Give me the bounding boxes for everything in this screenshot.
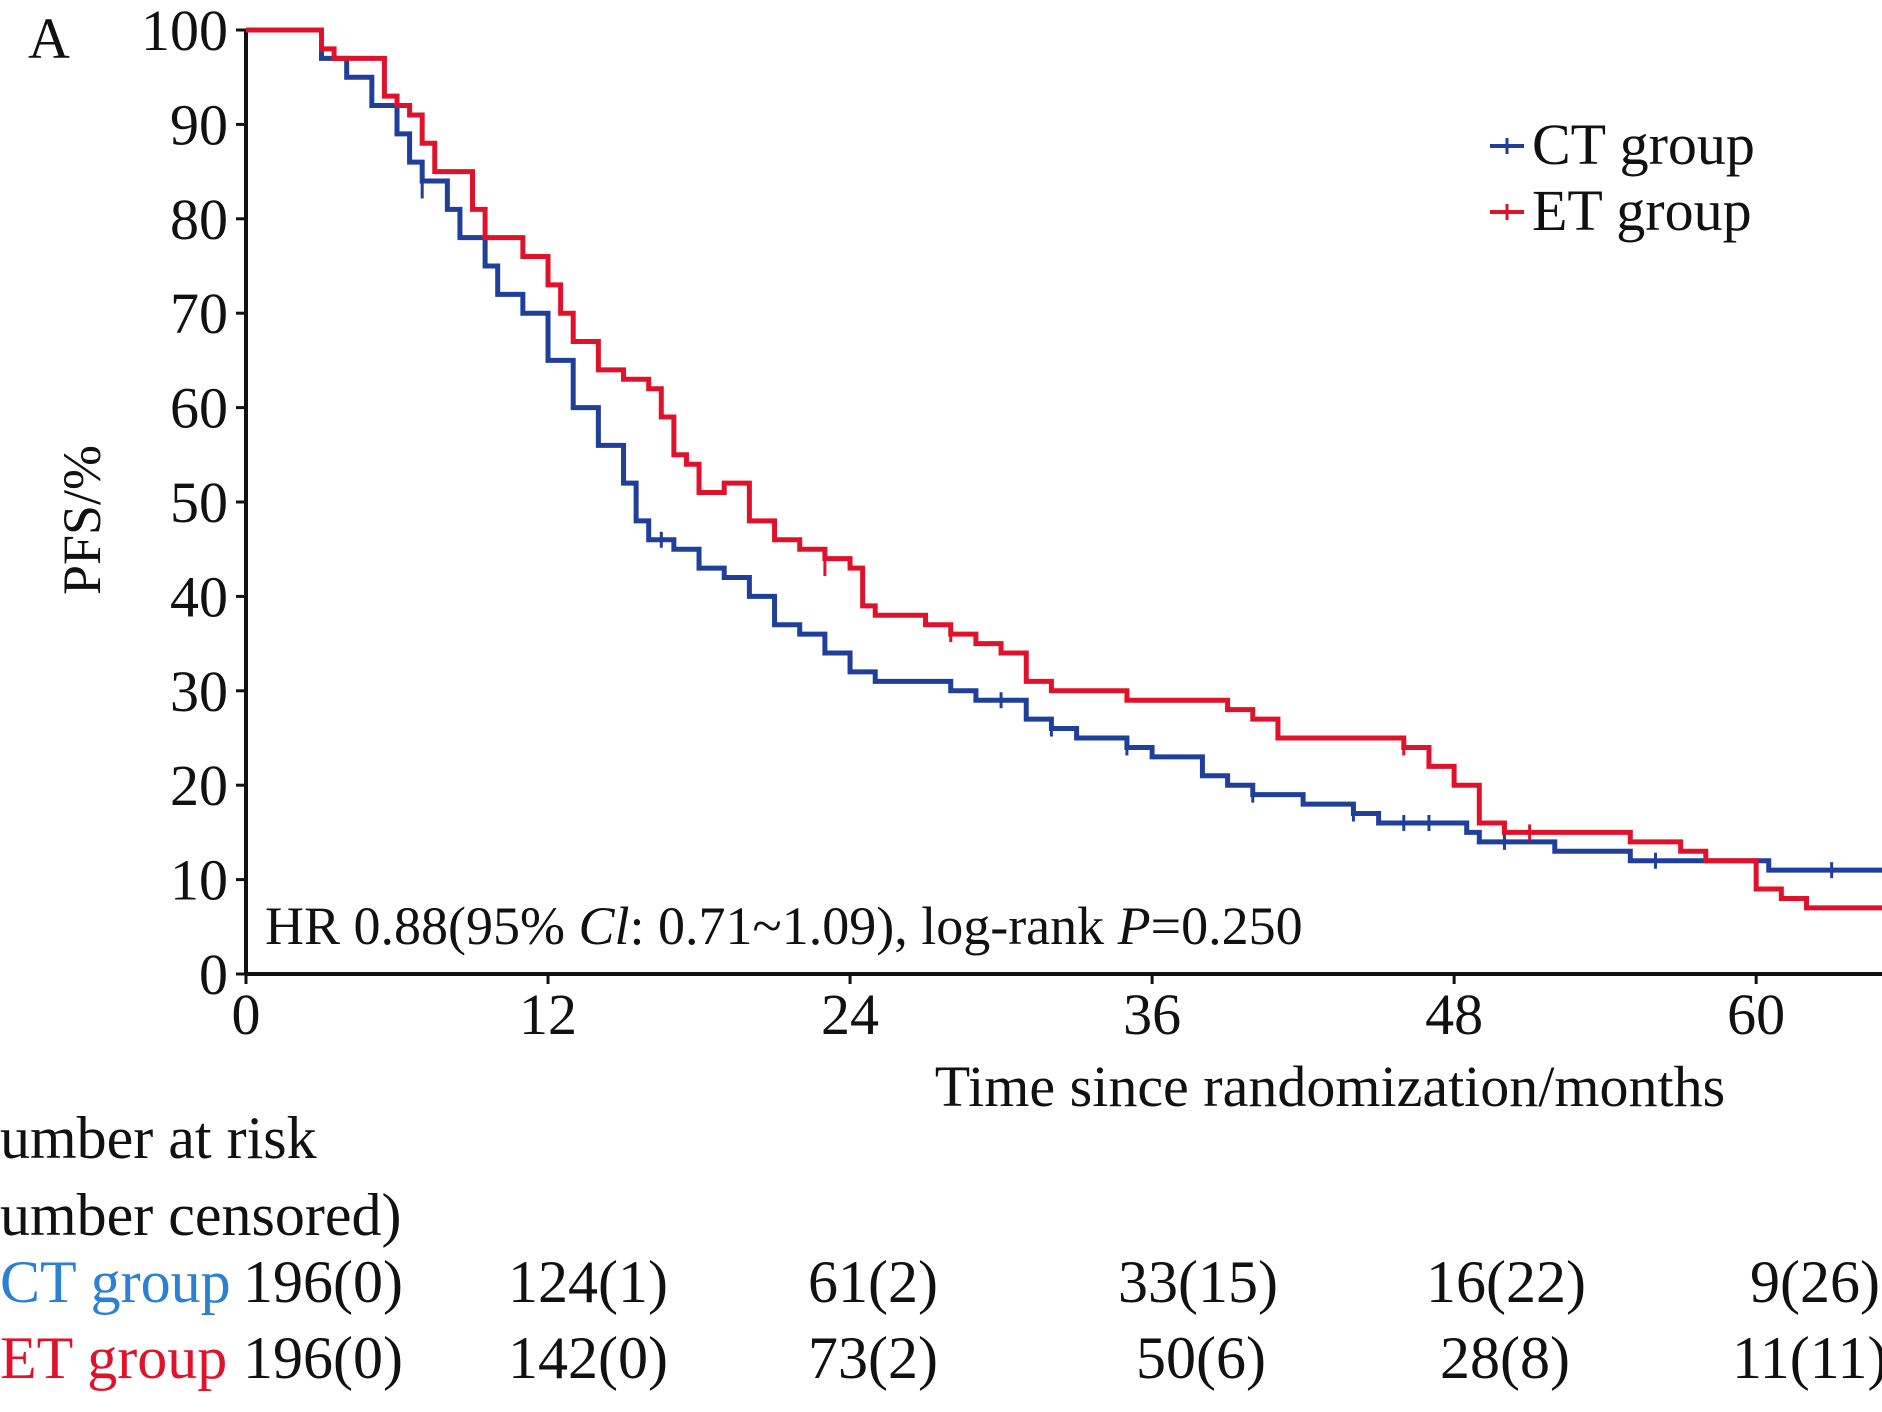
x-tick-label: 12 xyxy=(519,982,577,1047)
x-tick-labels: 0 12 24 36 48 60 xyxy=(232,974,1785,1047)
curve-ct xyxy=(246,27,1882,873)
y-tick-label: 50 xyxy=(170,470,228,535)
y-tick-label: 80 xyxy=(170,187,228,252)
y-tick-label: 70 xyxy=(170,281,228,346)
x-tick-label: 24 xyxy=(821,982,879,1047)
hr-ci-rest: : 0.71~1.09), log-rank xyxy=(630,896,1118,956)
legend: CT group ET group xyxy=(1490,112,1755,243)
y-axis-label: PFS/% xyxy=(52,445,112,595)
hr-annotation: HR 0.88(95% Cl: 0.71~1.09), log-rank P=0… xyxy=(265,896,1303,956)
y-tick-label: 20 xyxy=(170,753,228,818)
x-axis-label: Time since randomization/months xyxy=(935,1054,1725,1119)
legend-label-et: ET group xyxy=(1532,178,1752,243)
y-tick-labels: 0 10 20 30 40 50 60 70 80 90 100 xyxy=(141,0,246,1007)
y-tick-label: 30 xyxy=(170,659,228,724)
survival-curves xyxy=(246,27,1882,911)
y-tick-label: 0 xyxy=(199,942,228,1007)
y-tick-label: 40 xyxy=(170,564,228,629)
hr-prefix: HR 0.88(95% xyxy=(265,896,578,956)
x-tick-label: 36 xyxy=(1123,982,1181,1047)
y-tick-label: 10 xyxy=(170,848,228,913)
hr-ci-italic: Cl xyxy=(578,896,629,956)
legend-label-ct: CT group xyxy=(1532,112,1755,177)
x-tick-label: 48 xyxy=(1425,982,1483,1047)
y-tick-label: 100 xyxy=(141,0,228,63)
y-tick-label: 60 xyxy=(170,376,228,441)
legend-item-et: ET group xyxy=(1490,178,1752,243)
hr-p-rest: =0.250 xyxy=(1151,896,1303,956)
legend-item-ct: CT group xyxy=(1490,112,1755,177)
x-tick-label: 0 xyxy=(232,982,261,1047)
x-tick-label: 60 xyxy=(1727,982,1785,1047)
curve-et xyxy=(246,27,1882,911)
hr-p-italic: P xyxy=(1117,896,1151,956)
panel-label: A xyxy=(28,6,70,71)
y-tick-label: 90 xyxy=(170,92,228,157)
